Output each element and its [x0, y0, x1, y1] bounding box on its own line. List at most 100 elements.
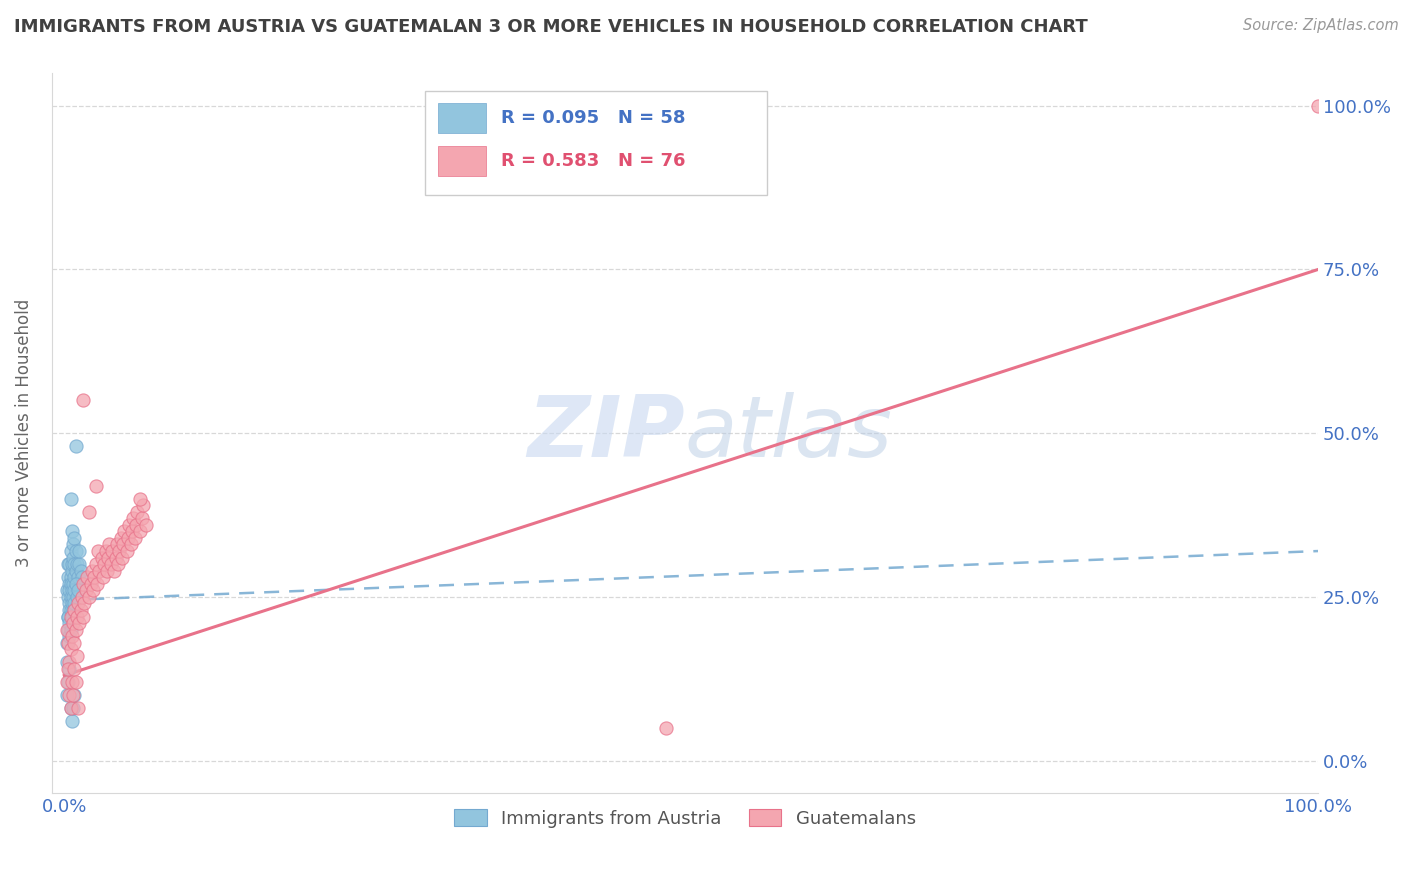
Point: [56, 675, 79, 690]
Point: [58, 656, 80, 670]
Point: [72, 393, 94, 408]
Text: Source: ZipAtlas.com: Source: ZipAtlas.com: [1243, 18, 1399, 33]
Point: [69, 564, 91, 578]
Point: [66, 557, 89, 571]
Y-axis label: 3 or more Vehicles in Household: 3 or more Vehicles in Household: [15, 299, 32, 567]
Point: [79, 576, 101, 591]
Point: [94, 544, 117, 558]
Point: [128, 491, 150, 506]
Point: [66, 648, 89, 663]
Point: [82, 583, 104, 598]
Point: [135, 517, 157, 532]
Point: [69, 603, 91, 617]
Point: [65, 675, 87, 690]
Point: [62, 701, 84, 715]
Point: [63, 636, 86, 650]
Point: [58, 688, 80, 702]
Point: [117, 531, 139, 545]
Point: [67, 596, 90, 610]
Point: [56, 636, 79, 650]
Text: R = 0.095   N = 58: R = 0.095 N = 58: [502, 109, 686, 127]
Point: [60, 629, 83, 643]
Point: [91, 570, 114, 584]
Point: [62, 688, 84, 702]
Point: [58, 603, 80, 617]
Point: [86, 576, 108, 591]
Point: [87, 544, 110, 558]
Point: [60, 524, 83, 539]
Point: [128, 524, 150, 539]
Point: [110, 531, 132, 545]
Point: [58, 557, 80, 571]
Point: [58, 576, 80, 591]
Point: [56, 662, 79, 676]
Point: [65, 544, 87, 558]
Point: [66, 609, 89, 624]
Point: [118, 517, 141, 532]
FancyBboxPatch shape: [439, 145, 486, 176]
Point: [65, 439, 87, 453]
Point: [90, 550, 112, 565]
Point: [80, 564, 103, 578]
Point: [79, 590, 101, 604]
Point: [62, 590, 84, 604]
Point: [125, 505, 148, 519]
Point: [63, 662, 86, 676]
Point: [79, 505, 101, 519]
Point: [56, 583, 79, 598]
Point: [56, 590, 79, 604]
Point: [76, 570, 98, 584]
FancyBboxPatch shape: [426, 91, 768, 195]
Point: [84, 478, 107, 492]
Point: [67, 583, 90, 598]
Point: [59, 491, 82, 506]
Point: [63, 688, 86, 702]
Point: [70, 570, 93, 584]
Legend: Immigrants from Austria, Guatemalans: Immigrants from Austria, Guatemalans: [447, 802, 922, 835]
Point: [121, 524, 143, 539]
Point: [98, 537, 121, 551]
Point: [101, 544, 124, 558]
Point: [103, 564, 125, 578]
Point: [60, 675, 83, 690]
Point: [58, 596, 80, 610]
Point: [58, 616, 80, 631]
Point: [58, 662, 80, 676]
Point: [100, 557, 122, 571]
Point: [63, 603, 86, 617]
Point: [59, 642, 82, 657]
Text: atlas: atlas: [685, 392, 893, 475]
Point: [112, 537, 135, 551]
Point: [59, 570, 82, 584]
Point: [56, 623, 79, 637]
Point: [132, 498, 155, 512]
Point: [65, 576, 87, 591]
Point: [59, 603, 82, 617]
Point: [59, 701, 82, 715]
Point: [63, 557, 86, 571]
Point: [124, 531, 146, 545]
Point: [114, 524, 136, 539]
Point: [67, 616, 90, 631]
Point: [131, 511, 153, 525]
Point: [58, 629, 80, 643]
Point: [59, 544, 82, 558]
Point: [60, 564, 83, 578]
Point: [655, 721, 678, 735]
Point: [83, 570, 105, 584]
Point: [62, 537, 84, 551]
Point: [66, 590, 89, 604]
Point: [63, 583, 86, 598]
Point: [72, 576, 94, 591]
Point: [65, 623, 87, 637]
Point: [84, 557, 107, 571]
Point: [62, 550, 84, 565]
Point: [120, 537, 142, 551]
Point: [59, 701, 82, 715]
Point: [65, 564, 87, 578]
Point: [56, 636, 79, 650]
Point: [63, 596, 86, 610]
Point: [67, 557, 90, 571]
Point: [73, 596, 96, 610]
Point: [62, 576, 84, 591]
